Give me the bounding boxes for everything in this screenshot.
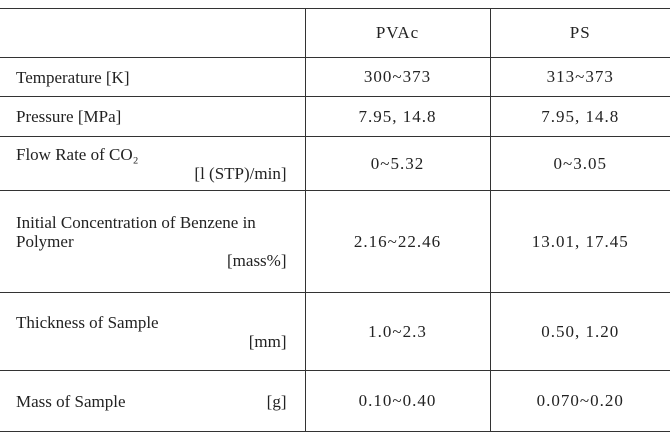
label-cell: Mass of Sample [g] <box>0 370 305 432</box>
value-cell: 1.0~2.3 <box>304 292 490 371</box>
value-cell: 0~3.05 <box>489 136 670 191</box>
table-row: Flow Rate of CO₂ [l (STP)/min] 0~5.32 0~3.0… <box>0 136 670 191</box>
value-cell: 0.070~0.20 <box>489 370 670 432</box>
page: PVAc PS Temperature [K] 300~373 313~373 Pre… <box>0 8 670 439</box>
value-cell: 0~5.32 <box>304 136 490 191</box>
label-cell: Flow Rate of CO₂ [l (STP)/min] <box>0 136 305 191</box>
row-unit: [l (STP)/min] <box>194 163 287 183</box>
label-cell: Temperature [K] <box>0 57 305 97</box>
row-label: Initial Concentration of Benzene in Poly… <box>16 213 256 251</box>
label-cell: Thickness of Sample [mm] <box>0 292 305 371</box>
value-cell: 313~373 <box>489 57 670 97</box>
value-cell: 13.01, 17.45 <box>489 190 670 293</box>
row-label: Flow Rate of CO₂ <box>16 144 139 164</box>
row-label: Pressure [MPa] <box>16 107 122 126</box>
data-table: PVAc PS Temperature [K] 300~373 313~373 Pre… <box>0 8 670 432</box>
value-cell: 0.50, 1.20 <box>489 292 670 371</box>
table-row: Pressure [MPa] 7.95, 14.8 7.95, 14.8 <box>0 96 670 137</box>
row-label: Temperature [K] <box>16 67 130 87</box>
row-label: Thickness of Sample <box>16 312 159 332</box>
value-cell: 300~373 <box>304 57 490 97</box>
row-unit: [g] <box>266 391 287 411</box>
table-row: Initial Concentration of Benzene in Poly… <box>0 190 670 293</box>
label-cell: Pressure [MPa] <box>0 96 305 137</box>
header-row: PVAc PS <box>0 8 670 58</box>
row-label: Mass of Sample <box>16 391 126 411</box>
value-cell: 0.10~0.40 <box>304 370 490 432</box>
table-row: Mass of Sample [g] 0.10~0.40 0.070~0.20 <box>0 370 670 432</box>
row-unit: [mm] <box>248 331 287 351</box>
corner-cell <box>0 8 305 58</box>
header-cell: PS <box>489 8 670 58</box>
value-cell: 7.95, 14.8 <box>489 96 670 137</box>
label-cell: Initial Concentration of Benzene in Poly… <box>0 190 305 293</box>
header-cell: PVAc <box>304 8 490 58</box>
table-row: Thickness of Sample [mm] 1.0~2.3 0.50, 1.20 <box>0 292 670 371</box>
value-cell: 7.95, 14.8 <box>304 96 490 137</box>
row-unit: [mass%] <box>227 251 287 270</box>
table-row: Temperature [K] 300~373 313~373 <box>0 57 670 97</box>
value-cell: 2.16~22.46 <box>304 190 490 293</box>
